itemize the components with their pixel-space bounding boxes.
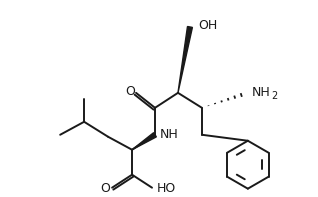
Polygon shape [178, 27, 192, 93]
Text: NH: NH [252, 86, 271, 99]
Polygon shape [132, 133, 156, 150]
Text: 2: 2 [271, 91, 277, 101]
Text: HO: HO [157, 182, 176, 195]
Text: O: O [125, 85, 135, 98]
Text: NH: NH [160, 128, 179, 141]
Text: O: O [100, 182, 110, 195]
Text: OH: OH [198, 20, 217, 33]
